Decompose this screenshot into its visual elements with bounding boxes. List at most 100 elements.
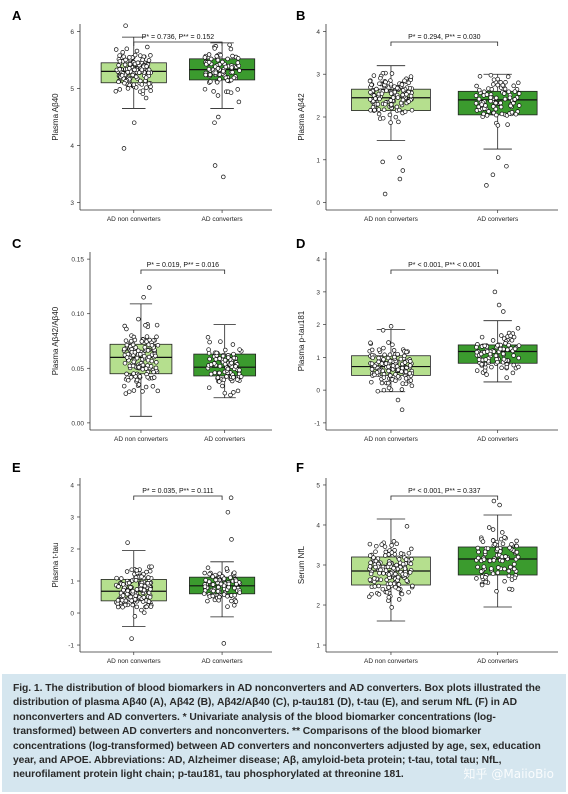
data-point <box>145 581 150 586</box>
data-point <box>229 598 234 604</box>
p-value-annotation: P* < 0.001, P** = 0.337 <box>408 488 480 495</box>
y-tick-label: 1 <box>316 355 320 362</box>
data-point <box>395 374 401 379</box>
data-point <box>506 573 512 579</box>
data-point <box>140 362 146 368</box>
data-point <box>121 582 126 587</box>
data-point <box>137 374 143 379</box>
y-axis-label: Plasma Aβ42/Aβ40 <box>51 306 60 375</box>
data-point <box>206 66 212 72</box>
data-point <box>144 569 149 575</box>
data-point <box>376 583 381 589</box>
data-point <box>235 87 240 92</box>
data-point <box>127 62 133 67</box>
data-point <box>381 375 387 380</box>
outlier-point <box>388 324 394 329</box>
data-point <box>131 82 137 87</box>
data-point <box>489 364 494 370</box>
data-points <box>367 70 415 197</box>
outlier-point <box>380 159 385 165</box>
data-point <box>494 95 499 101</box>
data-point <box>398 356 404 362</box>
data-point <box>499 333 504 338</box>
data-point <box>409 107 415 113</box>
data-point <box>155 343 161 348</box>
data-point <box>214 80 220 85</box>
data-point <box>507 545 512 551</box>
data-point <box>374 86 379 92</box>
data-point <box>130 602 135 608</box>
data-point <box>473 101 479 106</box>
data-point <box>484 113 490 118</box>
data-point <box>206 60 212 65</box>
data-point <box>122 80 127 86</box>
data-points <box>474 498 521 594</box>
data-point <box>516 91 522 96</box>
data-point <box>139 582 144 588</box>
data-point <box>125 591 130 597</box>
data-point <box>395 85 400 91</box>
watermark: 知乎 @MaiioBio <box>463 767 554 781</box>
y-tick-label: 2 <box>70 546 74 553</box>
data-point <box>391 348 397 353</box>
data-point <box>374 370 380 375</box>
data-point <box>380 115 386 121</box>
significance-bracket <box>133 41 223 46</box>
data-point <box>203 72 208 78</box>
data-point <box>500 558 505 564</box>
data-point <box>391 539 397 544</box>
data-points <box>113 540 154 641</box>
outlier-point <box>229 537 234 542</box>
data-point <box>205 598 210 604</box>
data-point <box>500 82 506 88</box>
data-point <box>213 577 218 583</box>
data-point <box>404 349 409 355</box>
data-point <box>400 88 406 93</box>
data-point <box>485 349 490 354</box>
data-points <box>113 23 154 151</box>
data-point <box>514 538 519 544</box>
data-point <box>386 585 391 590</box>
data-point <box>202 584 208 589</box>
data-point <box>117 67 122 72</box>
y-tick-label: 4 <box>316 29 320 36</box>
data-point <box>512 575 518 581</box>
data-point <box>139 82 145 87</box>
data-point <box>504 364 510 370</box>
data-point <box>495 76 500 82</box>
data-point <box>389 102 394 107</box>
panel-letter: C <box>12 236 22 251</box>
data-point <box>231 375 236 380</box>
y-tick-label: 3 <box>316 563 320 570</box>
data-point <box>501 91 507 96</box>
data-point <box>139 339 145 344</box>
data-point <box>483 357 488 362</box>
outlier-point <box>490 172 496 178</box>
data-point <box>225 78 230 83</box>
data-point <box>393 378 398 383</box>
data-point <box>495 570 501 575</box>
data-point <box>490 527 496 532</box>
panel-letter: B <box>296 8 306 23</box>
y-tick-label: 1 <box>70 579 74 586</box>
data-point <box>114 575 119 581</box>
y-tick-label: 3 <box>316 289 320 296</box>
data-point <box>378 75 383 81</box>
y-axis-label: Serum NfL <box>297 545 306 584</box>
data-point <box>384 590 390 595</box>
data-point <box>484 372 489 377</box>
data-point <box>388 82 394 87</box>
data-point <box>498 104 504 110</box>
data-point <box>382 544 388 549</box>
y-tick-label: 0.15 <box>71 257 84 264</box>
data-point <box>488 72 494 78</box>
data-point <box>498 549 503 554</box>
x-tick-label: AD converters <box>477 658 519 665</box>
outlier-point <box>125 540 130 545</box>
data-point <box>397 107 402 113</box>
data-point <box>501 351 506 357</box>
data-point <box>136 70 142 75</box>
data-point <box>226 581 232 587</box>
data-point <box>202 55 208 60</box>
data-point <box>395 367 401 373</box>
